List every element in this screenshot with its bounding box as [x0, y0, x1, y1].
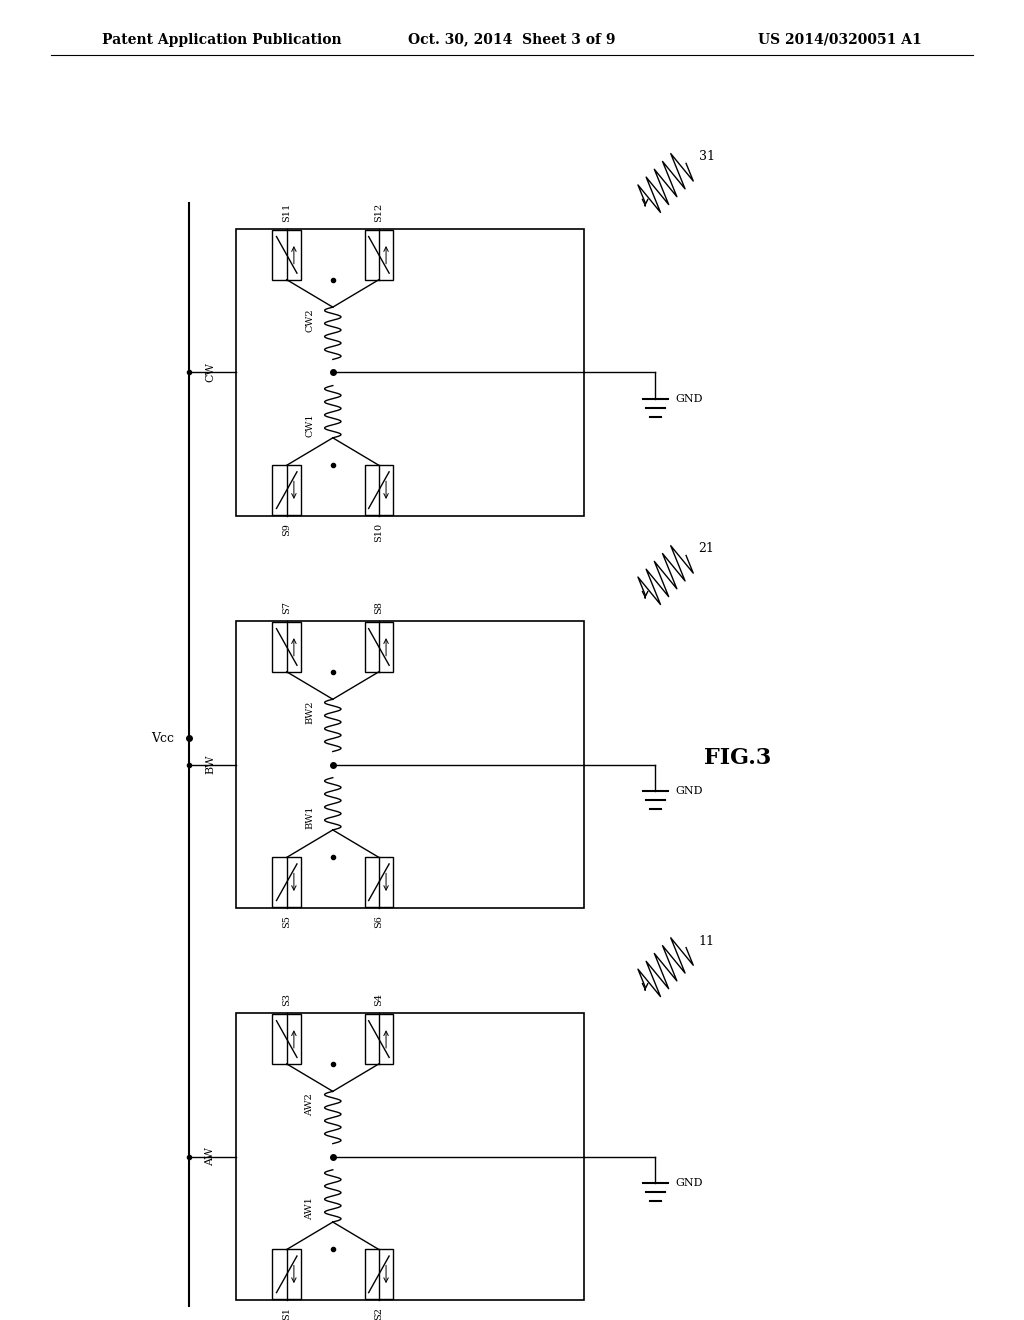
- Text: GND: GND: [676, 785, 703, 796]
- Bar: [272, 465, 301, 515]
- Bar: [272, 1250, 301, 1299]
- Bar: [272, 622, 301, 672]
- Text: AW1: AW1: [305, 1197, 314, 1221]
- Text: US 2014/0320051 A1: US 2014/0320051 A1: [758, 33, 922, 46]
- Text: BW1: BW1: [305, 805, 314, 829]
- Text: S12: S12: [375, 203, 383, 222]
- Text: Oct. 30, 2014  Sheet 3 of 9: Oct. 30, 2014 Sheet 3 of 9: [409, 33, 615, 46]
- Text: S5: S5: [283, 915, 291, 928]
- Text: S7: S7: [283, 602, 291, 614]
- Text: 21: 21: [698, 543, 715, 556]
- Text: FIG.3: FIG.3: [703, 747, 771, 770]
- Text: S11: S11: [283, 203, 291, 222]
- Bar: [272, 858, 301, 907]
- Text: S9: S9: [283, 523, 291, 536]
- Text: S10: S10: [375, 523, 383, 543]
- Text: GND: GND: [676, 393, 703, 404]
- Bar: [365, 622, 393, 672]
- Bar: [272, 1014, 301, 1064]
- Text: S6: S6: [375, 915, 383, 928]
- Text: Patent Application Publication: Patent Application Publication: [102, 33, 342, 46]
- Text: AW: AW: [205, 1147, 215, 1166]
- Text: S1: S1: [283, 1307, 291, 1320]
- Bar: [365, 1014, 393, 1064]
- Bar: [365, 465, 393, 515]
- Text: GND: GND: [676, 1177, 703, 1188]
- Text: S4: S4: [375, 994, 383, 1006]
- Text: 11: 11: [698, 935, 715, 948]
- Bar: [272, 230, 301, 280]
- Bar: [365, 858, 393, 907]
- Text: BW: BW: [205, 755, 215, 775]
- Text: S2: S2: [375, 1307, 383, 1320]
- Text: BW2: BW2: [305, 701, 314, 725]
- Text: AW2: AW2: [305, 1093, 314, 1115]
- Text: S3: S3: [283, 994, 291, 1006]
- Bar: [365, 230, 393, 280]
- Text: 31: 31: [698, 150, 715, 164]
- Bar: [365, 1250, 393, 1299]
- Text: S8: S8: [375, 602, 383, 614]
- Text: CW2: CW2: [305, 309, 314, 333]
- Text: CW: CW: [205, 363, 215, 383]
- Text: Vcc: Vcc: [152, 733, 174, 744]
- Text: CW1: CW1: [305, 413, 314, 437]
